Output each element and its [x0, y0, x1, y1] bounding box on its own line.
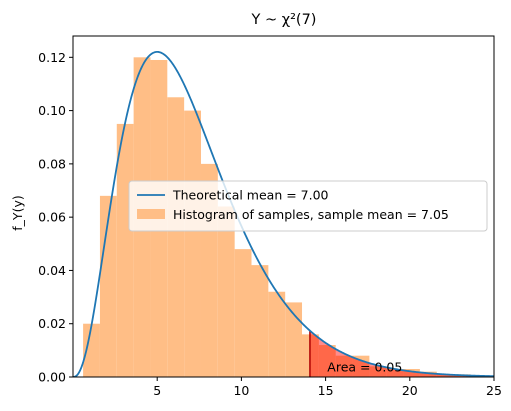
- histogram-bar-17: [369, 366, 387, 377]
- x-tick-label-15: 15: [318, 383, 334, 398]
- y-tick-label-0.02: 0.02: [38, 316, 66, 331]
- y-tick-label-0.00: 0.00: [38, 370, 66, 385]
- x-tick-label-10: 10: [233, 383, 249, 398]
- histogram-bar-2: [116, 123, 134, 377]
- y-tick-label-0.08: 0.08: [38, 156, 66, 171]
- histogram-bar-10: [251, 265, 269, 377]
- legend-box: [128, 180, 488, 232]
- theoretical-pdf-line: [73, 50, 494, 377]
- legend-entry-histogram: Histogram of samples, sample mean = 7.05: [173, 207, 449, 222]
- y-tick-label-0.04: 0.04: [38, 263, 66, 278]
- histogram-bar-5: [167, 97, 185, 377]
- legend: Theoretical mean = 7.00 Histogram of samp…: [128, 180, 488, 232]
- histogram-bar-20: [419, 371, 437, 377]
- x-tick-label-5: 5: [153, 383, 161, 398]
- tail-region: [309, 330, 494, 377]
- x-tick-label-25: 25: [486, 383, 502, 398]
- y-tick-label-0.10: 0.10: [38, 103, 66, 118]
- histogram-bar-15: [335, 355, 353, 377]
- area-annotation: Area = 0.05: [327, 359, 402, 374]
- y-axis-label: f_Y(y): [10, 195, 25, 230]
- y-tick-label-0.12: 0.12: [38, 50, 66, 65]
- histogram-bar-11: [268, 291, 286, 377]
- x-tick-label-20: 20: [402, 383, 418, 398]
- histogram-bar-21: [436, 374, 454, 377]
- histogram-bar-18: [386, 369, 404, 377]
- histogram-bar-9: [234, 249, 252, 377]
- histogram-bar-12: [285, 302, 303, 377]
- chart-title: Y ~ χ²(7): [251, 12, 317, 28]
- y-tick-label-0.06: 0.06: [38, 210, 66, 225]
- histogram-bar-14: [318, 345, 336, 377]
- legend-bar-swatch: [137, 209, 165, 219]
- histogram-bar-19: [403, 369, 420, 377]
- plot-area: Area = 0.05 5 10 15 20 25 0.00 0.02 0.04 0.06 0.08…: [38, 35, 502, 398]
- histogram-bar-8: [217, 206, 235, 377]
- axes-frame: [72, 35, 495, 378]
- histogram-bar-0: [83, 323, 100, 377]
- histogram-bar-6: [184, 110, 201, 377]
- legend-entry-theoretical: Theoretical mean = 7.00: [172, 188, 329, 203]
